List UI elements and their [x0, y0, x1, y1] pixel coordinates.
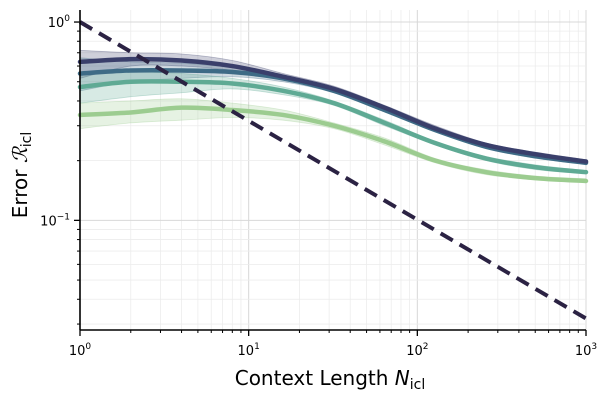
series-line-1 — [77, 56, 589, 164]
x-tick-label: 103 — [575, 342, 597, 359]
series-lines — [77, 56, 589, 184]
x-axis-title: Context Length Nicl — [235, 366, 426, 393]
reference-line-layer — [78, 20, 588, 321]
series-line-3 — [77, 79, 589, 175]
y-tick-label: 100 — [48, 14, 71, 31]
x-tick-label: 100 — [69, 342, 92, 359]
reference-line — [78, 20, 588, 321]
y-tick-label: 10−1 — [40, 212, 70, 229]
axes — [74, 10, 587, 336]
axis-labels: 100 101 102 103 100 10−1 Context Length Nicl Er… — [8, 14, 597, 393]
x-tick-label: 102 — [406, 342, 428, 359]
y-axis-title: Error ℛicl — [8, 132, 35, 219]
x-tick-label: 101 — [238, 342, 260, 359]
series-line-4 — [77, 105, 589, 184]
